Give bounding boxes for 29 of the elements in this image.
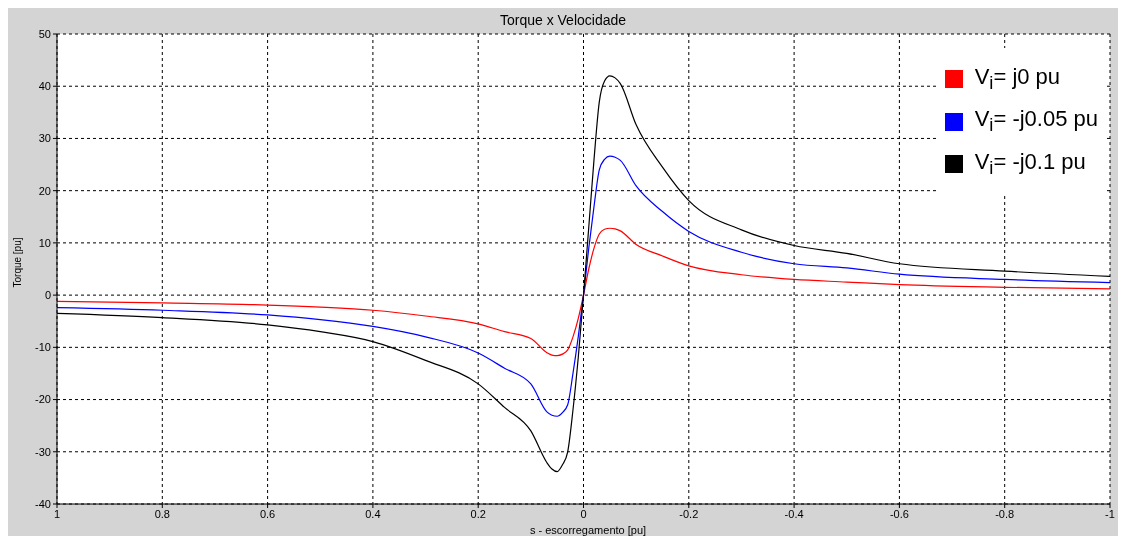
x-tick-label: -1: [1105, 507, 1115, 520]
x-tick-label: 0: [580, 507, 587, 520]
y-tick-label: 30: [38, 132, 51, 145]
x-tick-label: -0.4: [784, 507, 804, 520]
line-series: [57, 227, 1110, 357]
y-tick-label: -30: [35, 445, 51, 458]
y-tick-label: 40: [38, 80, 51, 93]
y-tick-label: -20: [35, 393, 51, 406]
x-tick-label: -0.8: [995, 507, 1015, 520]
y-tick-label: 50: [38, 27, 51, 40]
y-tick-label: 10: [38, 236, 51, 249]
legend-label: V$_{i}$= -j0.05 pu: [974, 106, 1098, 137]
x-tick-label: 0.6: [259, 507, 276, 520]
y-tick-label: 0: [44, 289, 51, 302]
x-tick-label: 0.2: [470, 507, 486, 520]
x-axis-title: s - escorregamento [pu]: [528, 524, 648, 536]
x-tick-label: 1: [53, 507, 61, 520]
chart-title: Torque x Velocidade: [498, 12, 628, 28]
line-series: [57, 155, 1110, 417]
x-tick-label: 0.8: [154, 507, 170, 520]
legend-label: V$_{i}$= -j0.1 pu: [974, 148, 1086, 180]
legend-label: V$_{i}$= j0 pu: [974, 64, 1061, 95]
x-tick-label: 0.4: [365, 507, 381, 520]
y-axis-title: Torque [pu]: [11, 236, 23, 288]
x-tick-label: -0.6: [889, 507, 909, 520]
x-tick-label: -0.2: [679, 507, 699, 520]
y-tick-label: -40: [35, 497, 51, 510]
y-tick-label: 20: [38, 184, 51, 197]
y-tick-label: -10: [35, 341, 51, 354]
